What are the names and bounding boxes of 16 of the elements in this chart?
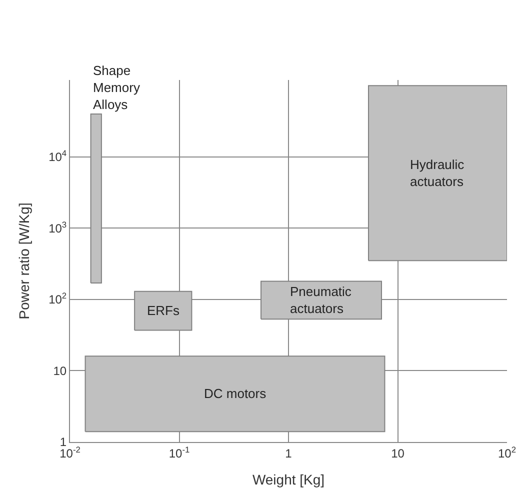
x-axis-title: Weight [Kg] (252, 472, 325, 488)
series-label: Hydraulic actuators (410, 157, 465, 189)
series-label: ERFs (147, 303, 180, 318)
y-tick-label: 10$^{3}$ (48, 219, 67, 236)
x-tick-label: 1 (285, 446, 292, 460)
series-label: DC motors (204, 386, 267, 401)
x-tick-label: 10$^{-1}$ (168, 444, 190, 460)
series-label: Shape Memory Alloys (93, 63, 140, 112)
x-tick-label: 10$^{2}$ (498, 444, 516, 460)
y-tick-label: 10$^{2}$ (48, 290, 67, 307)
series-label: Pneumatic actuators (290, 284, 352, 316)
y-tick-label: 10 (53, 364, 67, 378)
y-tick-label: 1 (60, 435, 67, 450)
y-tick-label: 10$^{4}$ (48, 148, 67, 164)
y-axis-title: Power ratio [W/Kg] (16, 202, 32, 320)
x-tick-label: 10 (391, 446, 405, 460)
